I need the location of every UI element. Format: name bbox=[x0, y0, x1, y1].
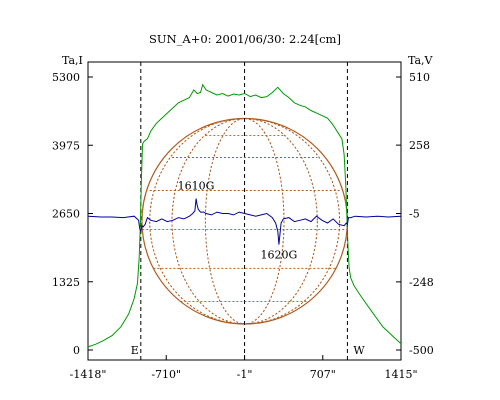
left-axis-tick-label: 3975 bbox=[52, 139, 80, 152]
limb-marker-label: W bbox=[353, 344, 365, 357]
right-axis-tick-label: -248 bbox=[409, 276, 434, 289]
left-axis-tick-label: 2650 bbox=[52, 208, 80, 221]
right-axis-label: Ta,V bbox=[408, 54, 434, 67]
x-axis-tick-label: 1415" bbox=[384, 368, 417, 381]
left-axis-tick-label: 5300 bbox=[52, 71, 80, 84]
right-axis-tick-label: 510 bbox=[409, 71, 430, 84]
left-axis-tick-label: 1325 bbox=[52, 276, 80, 289]
polarization-series-line bbox=[87, 198, 402, 245]
x-axis-tick-label: -1418" bbox=[70, 368, 107, 381]
right-axis-tick-label: 258 bbox=[409, 139, 430, 152]
annotations: 1610G 1620G bbox=[178, 179, 298, 261]
annotation-label: 1610G bbox=[178, 179, 215, 192]
chart-title: SUN_A+0: 2001/06/30: 2.24[cm] bbox=[149, 32, 341, 46]
disk-meridian bbox=[171, 118, 318, 325]
series-layer bbox=[87, 83, 402, 348]
right-axis-tick-label: -500 bbox=[409, 344, 434, 357]
annotation-label: 1620G bbox=[261, 248, 298, 261]
x-axis-tick-label: 707" bbox=[310, 368, 336, 381]
right-axis-tick-label: -5 bbox=[409, 208, 420, 221]
x-axis-tick-label: -1" bbox=[237, 368, 253, 381]
intensity-series-line bbox=[87, 83, 402, 348]
limb-marker-label: E bbox=[131, 344, 139, 357]
left-axis-tick-label: 0 bbox=[73, 344, 80, 357]
left-axis-label: Ta,I bbox=[62, 54, 83, 67]
axes: 0 1325 2650 3975 5300 -500 -248 -5 258 510 -1418" -… bbox=[52, 71, 434, 381]
x-axis-tick-label: -710" bbox=[151, 368, 181, 381]
